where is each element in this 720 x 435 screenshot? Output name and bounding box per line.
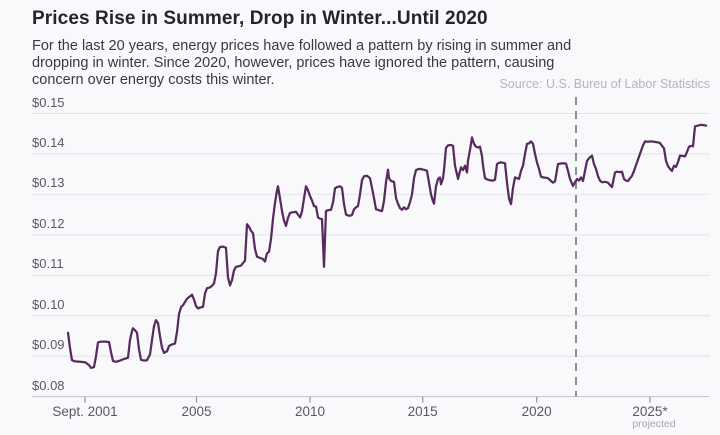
projected-note: projected	[632, 418, 676, 430]
y-axis-label: $0.11	[32, 256, 64, 272]
y-axis-label: $0.09	[32, 337, 65, 353]
x-axis-label: 2010	[294, 404, 326, 419]
energy-price-line	[66, 123, 708, 370]
y-axis-label: $0.08	[32, 377, 65, 393]
x-axis-label: 2005	[181, 404, 212, 419]
x-axis-label: 2020	[521, 404, 552, 419]
x-axis-label: Sept. 2001	[52, 404, 118, 419]
y-axis-label: $0.10	[32, 296, 65, 312]
y-axis-label: $0.13	[32, 175, 65, 191]
x-axis-label: 2015	[407, 404, 438, 419]
source-credit: Source: U.S. Bureu of Labor Statistics	[499, 77, 710, 91]
subtitle-line-3: concern over energy costs this winter.	[32, 72, 275, 88]
y-axis-label: $0.14	[32, 134, 65, 150]
chart-subtitle: For the last 20 years, energy prices hav…	[32, 38, 692, 89]
chart-title: Prices Rise in Summer, Drop in Winter...…	[32, 8, 488, 29]
y-axis-label: $0.15	[32, 94, 65, 110]
subtitle-line-2: dropping in winter. Since 2020, however,…	[32, 55, 555, 71]
subtitle-line-1: For the last 20 years, energy prices hav…	[32, 38, 572, 54]
y-axis-label: $0.12	[32, 215, 65, 231]
x-axis-label: 2025*	[632, 404, 668, 419]
